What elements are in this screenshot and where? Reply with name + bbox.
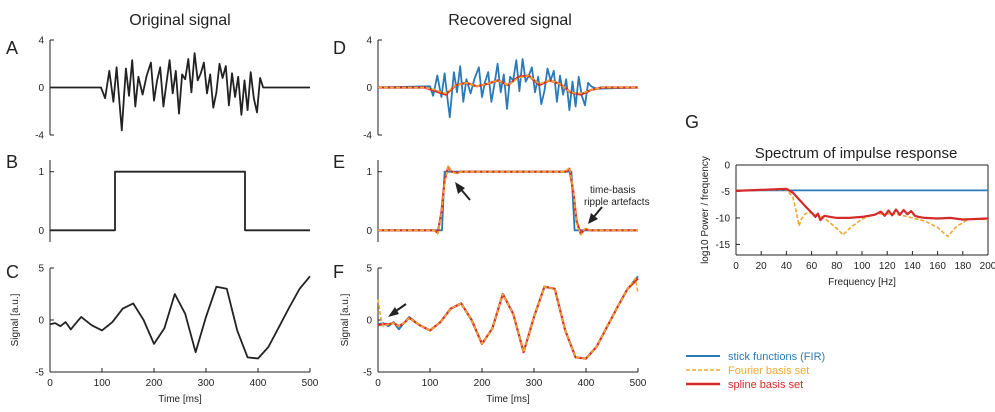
panel-c-xtick-label: 200 <box>146 378 163 389</box>
panel-g-xtick-label: 200 <box>980 261 995 272</box>
annotation-ripple-artefacts: ripple artefacts <box>584 197 650 208</box>
panel-c-xtick-label: 400 <box>250 378 267 389</box>
panel-d-chart: 4 0 -4 <box>363 36 639 142</box>
panel-g-xtick-label: 20 <box>756 261 768 272</box>
panel-f-xtick-label: 100 <box>422 378 439 389</box>
panel-letter-e: E <box>333 152 345 172</box>
panel-c-ylabel: Signal [a.u.] <box>10 293 21 346</box>
panel-c-xtick-label: 100 <box>94 378 111 389</box>
panel-c-xlabel: Time [ms] <box>158 394 202 405</box>
panel-d-fourier-line <box>378 74 638 95</box>
panel-letter-b: B <box>6 152 18 172</box>
panel-f-xtick-label: 400 <box>578 378 595 389</box>
panel-c-xtick-label: 300 <box>198 378 215 389</box>
panel-f-xlabel: Time [ms] <box>486 394 530 405</box>
panel-g-xtick-label: 180 <box>954 261 971 272</box>
panel-f-xtick-label: 300 <box>526 378 543 389</box>
panel-g-ytick-label: -10 <box>716 213 731 224</box>
panel-f-xtick-label: 200 <box>474 378 491 389</box>
arrow-icon-e-right <box>588 206 603 224</box>
panel-letter-a: A <box>6 38 18 58</box>
panel-e-fourier-line <box>378 165 638 236</box>
panel-g-xtick-label: 80 <box>831 261 843 272</box>
panel-g-spline-line <box>735 187 989 222</box>
panel-g-ylabel: log10 Power / frequency <box>700 156 711 264</box>
panel-letter-c: C <box>6 262 19 282</box>
panel-a-signal-line <box>50 52 310 132</box>
panel-f-stick-fir-line <box>377 275 639 360</box>
panel-f-ytick-label: 0 <box>366 316 372 327</box>
panel-c-signal-line <box>49 275 311 360</box>
panel-c-xtick-label: 0 <box>47 378 53 389</box>
panel-f-ytick-label: -5 <box>363 368 372 379</box>
panel-g-xtick-label: 0 <box>733 261 739 272</box>
panel-a-ytick-label: 4 <box>38 36 44 47</box>
spectrum-title: Spectrum of impulse response <box>755 145 958 162</box>
panel-c-ytick-label: 0 <box>38 316 44 327</box>
panel-a-ytick-label: 0 <box>38 83 44 94</box>
panel-b-chart: 10 <box>38 160 310 242</box>
annotation-time-basis: time-basis <box>590 185 636 196</box>
panel-d-ytick-label: -4 <box>363 131 372 142</box>
panel-b-signal-line <box>50 170 310 232</box>
panel-f-spline-line <box>377 277 639 360</box>
panel-g-xtick-label: 160 <box>929 261 946 272</box>
panel-g-ytick-label: -15 <box>716 240 731 251</box>
legend-label-fourier: Fourier basis set <box>728 365 809 377</box>
panel-f-ytick-label: 5 <box>366 264 372 275</box>
panel-c-xtick-label: 500 <box>302 378 319 389</box>
panel-c-ytick-label: -5 <box>35 368 44 379</box>
original-signal-title: Original signal <box>129 12 230 29</box>
panel-g-chart: 0-5-10-150 20 40 60 80 100 120 140 160 180 200Freq… <box>700 156 995 288</box>
panel-e-ytick-label: 1 <box>366 167 372 178</box>
panel-letter-f: F <box>333 262 344 282</box>
panel-g-ytick-label: -5 <box>721 187 730 198</box>
panel-g-xtick-label: 60 <box>806 261 818 272</box>
panel-b-ytick-label: 0 <box>38 226 44 237</box>
panel-d-ytick-label: 4 <box>366 36 372 47</box>
panel-g-ytick-label: 0 <box>724 161 730 172</box>
panel-g-xtick-label: 40 <box>781 261 793 272</box>
panel-a-chart: 4 0 -4 <box>35 36 310 142</box>
recovered-signal-title: Recovered signal <box>448 12 572 29</box>
panel-f-fourier-line <box>377 277 639 360</box>
panel-e-ytick-label: 0 <box>366 226 372 237</box>
panel-c-ytick-label: 5 <box>38 264 44 275</box>
panel-f-xtick-label: 0 <box>375 378 381 389</box>
arrow-icon-e-left <box>455 182 471 201</box>
panel-g-xtick-label: 120 <box>879 261 896 272</box>
panel-g-xlabel: Frequency [Hz] <box>828 277 896 288</box>
panel-a-ytick-label: -4 <box>35 131 44 142</box>
panel-g-xtick-label: 100 <box>854 261 871 272</box>
panel-d-spline-line <box>378 74 638 96</box>
legend-label-stick: stick functions (FIR) <box>728 351 825 363</box>
panel-d-ytick-label: 0 <box>366 83 372 94</box>
panel-b-ytick-label: 1 <box>38 167 44 178</box>
panel-letter-d: D <box>333 38 346 58</box>
panel-g-xtick-label: 140 <box>904 261 921 272</box>
panel-f-ylabel: Signal [a.u.] <box>340 293 351 346</box>
panel-g-fourier-line <box>735 188 989 238</box>
panel-e-chart: 10 <box>366 160 638 242</box>
panel-f-xtick-label: 500 <box>630 378 647 389</box>
panel-letter-g: G <box>685 112 699 132</box>
arrow-icon-f <box>388 303 407 317</box>
legend: stick functions (FIR) Fourier basis set … <box>686 351 825 391</box>
legend-label-spline: spline basis set <box>728 379 803 391</box>
